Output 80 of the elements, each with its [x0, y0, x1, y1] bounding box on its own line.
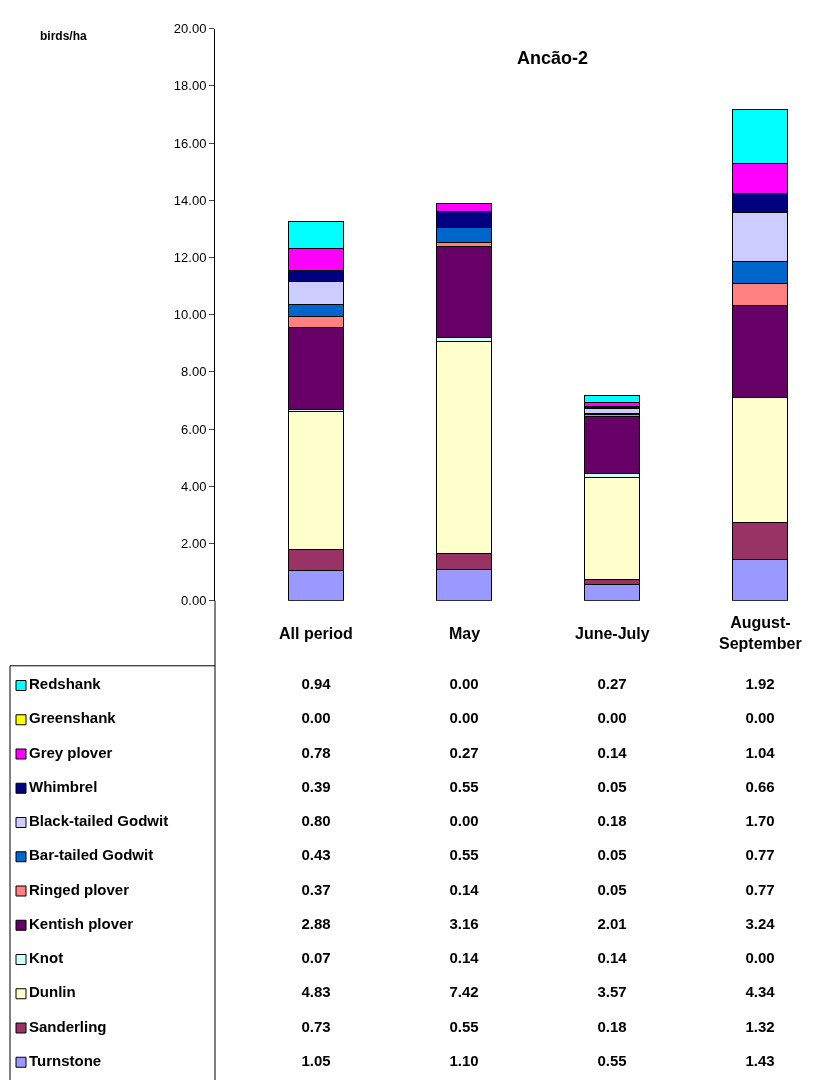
data-label: 1.04 [745, 743, 776, 761]
data-label: 0.55 [597, 1052, 627, 1069]
legend-label: Greenshank [29, 709, 117, 727]
data-label: 4.34 [745, 983, 776, 1001]
data-label: 0.14 [449, 949, 480, 967]
data-label: 0.39 [301, 778, 331, 796]
text: birds/ha [40, 29, 87, 43]
data-label: 3.24 [745, 915, 776, 932]
data-label: 0.66 [745, 778, 775, 796]
data-label: 0.00 [449, 709, 479, 727]
data-label: 1.32 [745, 1017, 775, 1035]
data-label: 1.43 [745, 1052, 775, 1069]
data-label: 0.00 [449, 675, 479, 693]
x-tick-label: All period [279, 625, 353, 642]
data-label: 0.05 [597, 880, 627, 898]
data-label: 0.73 [301, 1017, 331, 1035]
data-label: 4.83 [301, 983, 331, 1001]
legend-label: Black-tailed Godwit [29, 812, 169, 830]
text: Ancão-2 [517, 48, 589, 68]
legend-label: Grey plover [29, 743, 113, 761]
data-label: 3.16 [449, 915, 479, 932]
y-tick-label: 0.00 [181, 593, 207, 609]
data-label: 0.00 [301, 709, 331, 727]
legend-label: Redshank [29, 675, 102, 693]
y-tick-label: 20.00 [173, 21, 207, 37]
bar [436, 246, 492, 338]
data-label: 0.00 [449, 812, 479, 830]
data-label: 0.14 [597, 949, 628, 967]
data-label: 3.57 [597, 983, 627, 1001]
data-label: 0.37 [301, 880, 331, 898]
data-label: 2.88 [301, 915, 331, 932]
y-tick-label: 10.00 [173, 307, 207, 323]
data-label: 0.94 [301, 675, 332, 693]
data-label: 2.01 [597, 915, 627, 932]
y-tick-label: 6.00 [181, 421, 207, 437]
y-tick-label: 16.00 [173, 135, 207, 151]
legend-label: Kentish plover [29, 915, 134, 932]
legend-label: Ringed plover [29, 880, 130, 898]
y-tick-label: 8.00 [181, 364, 207, 380]
data-label: 0.55 [449, 846, 479, 864]
data-label: 0.43 [301, 846, 331, 864]
legend-label: Turnstone [29, 1052, 102, 1069]
data-label: 0.05 [597, 778, 627, 796]
data-label: 0.27 [597, 675, 627, 693]
data-label: 0.77 [745, 880, 775, 898]
data-label: 0.05 [597, 846, 627, 864]
y-tick-label: 18.00 [173, 78, 207, 94]
legend-label: Whimbrel [29, 778, 98, 796]
y-tick-label: 12.00 [173, 250, 207, 266]
data-label: 0.14 [449, 880, 480, 898]
x-tick-label: June-July [575, 625, 650, 642]
data-label: 1.70 [745, 812, 775, 830]
legend-label: Sanderling [29, 1017, 107, 1035]
data-label: 0.00 [745, 949, 775, 967]
data-label: 0.27 [449, 743, 479, 761]
data-label: 0.78 [301, 743, 331, 761]
data-label: 0.55 [449, 1017, 479, 1035]
data-label: 0.77 [745, 846, 775, 864]
legend-label: Knot [29, 949, 64, 967]
data-label: 0.00 [597, 709, 627, 727]
data-label: 1.05 [301, 1052, 331, 1069]
data-label: 1.92 [745, 675, 775, 693]
data-label: 0.14 [597, 743, 628, 761]
legend-label: Bar-tailed Godwit [29, 846, 154, 864]
data-label: 0.18 [597, 812, 627, 830]
x-tick-label: May [449, 625, 481, 642]
y-tick-label: 4.00 [181, 478, 207, 494]
x-tick-label: August-September [719, 614, 802, 652]
data-label: 0.18 [597, 1017, 627, 1035]
bar [584, 394, 640, 404]
data-label: 1.10 [449, 1052, 479, 1069]
data-label: 0.00 [745, 709, 775, 727]
data-label: 0.07 [301, 949, 331, 967]
legend-label: Dunlin [29, 983, 76, 1001]
data-label: 0.80 [301, 812, 331, 830]
y-tick-label: 14.00 [173, 192, 207, 208]
data-label: 7.42 [449, 983, 479, 1001]
y-tick-label: 2.00 [181, 536, 207, 552]
bar [584, 415, 640, 475]
data-label: 0.55 [449, 778, 479, 796]
